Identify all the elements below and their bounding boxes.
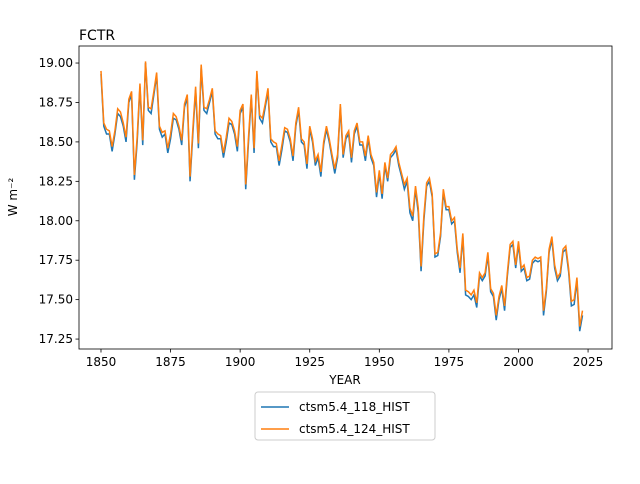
y-axis-label: W m⁻² [6, 178, 20, 217]
series-line [100, 61, 584, 327]
x-tick-label: 1975 [434, 355, 465, 369]
x-tick-label: 2025 [573, 355, 604, 369]
y-tick-label: 18.75 [39, 95, 73, 109]
x-tick-label: 2000 [503, 355, 534, 369]
chart-title: FCTR [79, 28, 115, 44]
x-tick-label: 1950 [364, 355, 395, 369]
series-line [100, 62, 584, 332]
legend-label: ctsm5.4_124_HIST [299, 422, 410, 436]
y-tick-label: 18.50 [39, 135, 73, 149]
legend-box [254, 391, 436, 441]
plot-area [78, 45, 613, 350]
legend-label: ctsm5.4_118_HIST [299, 400, 410, 414]
x-tick-label: 1875 [155, 355, 186, 369]
y-tick-label: 18.00 [39, 214, 73, 228]
x-axis-label: YEAR [328, 373, 360, 387]
x-tick-label: 1900 [225, 355, 256, 369]
y-tick-label: 18.25 [39, 174, 73, 188]
x-tick-label: 1850 [86, 355, 117, 369]
y-tick-label: 19.00 [39, 56, 73, 70]
y-tick-label: 17.75 [39, 253, 73, 267]
y-tick-label: 17.25 [39, 332, 73, 346]
x-tick-label: 1925 [294, 355, 325, 369]
y-tick-label: 17.50 [39, 293, 73, 307]
